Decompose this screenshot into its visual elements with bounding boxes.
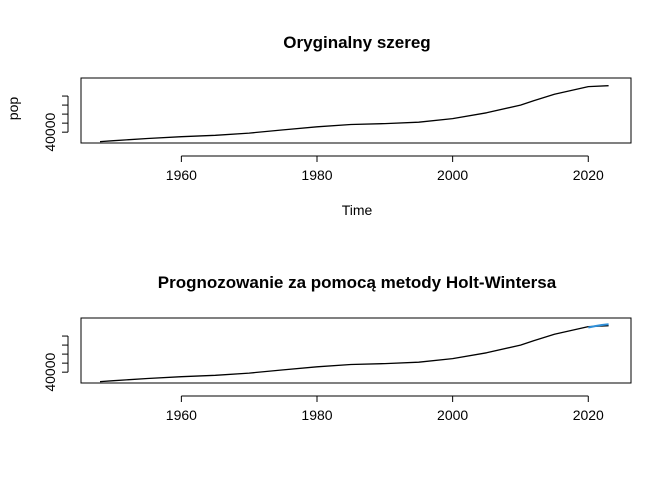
- panel-1-x-tick-label: 1980: [301, 167, 332, 183]
- panel-2-x-tick-label: 1960: [166, 407, 197, 423]
- panel-1-series-1-line: [99, 85, 609, 143]
- panel-2-plot-frame: [80, 317, 632, 384]
- panel-2-series-2-line: [588, 323, 609, 329]
- panel-2-x-tick-label: 1980: [301, 407, 332, 423]
- panel-1-y-axis-label: pop: [5, 97, 21, 121]
- panel-1-y-tick-label: 40000: [42, 112, 58, 151]
- panel-1-x-tick-label: 1960: [166, 167, 197, 183]
- panel-2-title: Prognozowanie za pomocą metody Holt-Wint…: [158, 273, 557, 292]
- panel-1-x-tick-label: 2000: [437, 167, 468, 183]
- panel-1-x-tick-label: 2020: [573, 167, 604, 183]
- panel-1-x-axis-label: Time: [342, 202, 373, 218]
- panel-1-plot-frame: [80, 77, 632, 144]
- panel-2-y-tick-label: 40000: [42, 352, 58, 391]
- panel-2-x-tick-label: 2000: [437, 407, 468, 423]
- panel-2-series-1-line: [99, 325, 609, 383]
- panel-2-x-tick-label: 2020: [573, 407, 604, 423]
- panel-1-title: Oryginalny szereg: [283, 33, 430, 52]
